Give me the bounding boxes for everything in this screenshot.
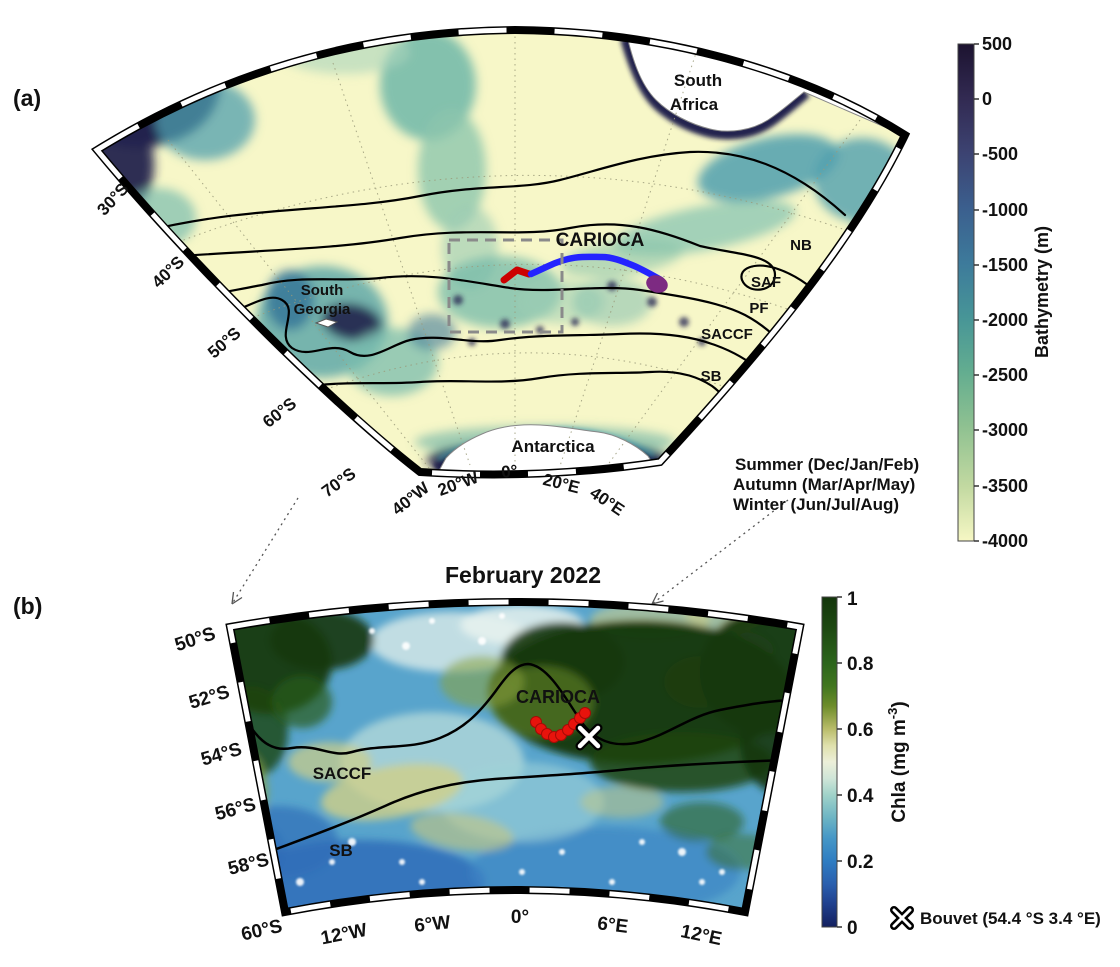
panel-a-frame bbox=[90, 25, 911, 479]
panel-b-map: February 2022 CARIOCA SACCF SB 50°S 52°S… bbox=[172, 562, 805, 950]
front-contours-a bbox=[116, 150, 847, 408]
lon-tick-b-0: 0° bbox=[511, 907, 529, 928]
bathy-tick--2500: -2500 bbox=[982, 365, 1028, 385]
bathy-tick--2000: -2000 bbox=[982, 310, 1028, 330]
front-label-saccf: SACCF bbox=[701, 326, 753, 343]
bathy-tick--1000: -1000 bbox=[982, 200, 1028, 220]
chla-colorbar: 1 0.8 0.6 0.4 0.2 0 Chla (mg m-3) bbox=[821, 589, 910, 939]
chla-tick-08: 0.8 bbox=[847, 654, 873, 675]
lat-tick-b-52s: 52°S bbox=[187, 682, 233, 714]
season-legend: Summer (Dec/Jan/Feb) Autumn (Mar/Apr/May… bbox=[733, 455, 919, 514]
chla-colorbar-title: Chla (mg m-3) bbox=[885, 701, 910, 822]
bathy-tick--1500: -1500 bbox=[982, 255, 1028, 275]
lat-tick-a-70s: 70°S bbox=[318, 464, 359, 501]
carioca-label-a: CARIOCA bbox=[556, 230, 645, 251]
lon-tick-b-12e: 12°E bbox=[679, 921, 724, 950]
panel-a-letter: (a) bbox=[13, 85, 41, 111]
legend-summer: Summer (Dec/Jan/Feb) bbox=[735, 455, 919, 474]
front-contours-b bbox=[230, 662, 800, 856]
trajectory-summer bbox=[500, 266, 533, 284]
bathy-tick--4000: -4000 bbox=[982, 531, 1028, 551]
bouvet-legend-x-icon bbox=[890, 906, 914, 930]
front-label-pf: PF bbox=[749, 300, 768, 317]
front-label-saf: SAF bbox=[751, 274, 781, 291]
lat-tick-b-54s: 54°S bbox=[199, 739, 245, 771]
panel-b-letter: (b) bbox=[13, 593, 42, 619]
south-africa-label-2: Africa bbox=[670, 95, 719, 114]
bouvet-legend: Bouvet (54.4 °S 3.4 °E) bbox=[890, 906, 1101, 930]
lat-tick-b-60s: 60°S bbox=[239, 916, 284, 946]
panel-a-bathymetry bbox=[97, 30, 905, 475]
carioca-trajectory-b bbox=[530, 707, 591, 743]
bathy-tick-0: 0 bbox=[982, 89, 992, 109]
south-georgia-island bbox=[314, 318, 339, 328]
lat-tick-b-50s: 50°S bbox=[172, 623, 218, 656]
south-georgia-label-1: South bbox=[301, 282, 344, 299]
lon-tick-a-0: 0° bbox=[500, 461, 518, 482]
panel-b-chlorophyll bbox=[230, 602, 800, 912]
zoom-connector-arrows bbox=[231, 497, 789, 605]
south-africa-label-1: South bbox=[674, 71, 722, 90]
chla-tick-04: 0.4 bbox=[847, 786, 874, 807]
carioca-trajectory-a bbox=[500, 253, 668, 293]
chla-tick-1: 1 bbox=[847, 589, 858, 610]
bouvet-map-marker-icon bbox=[575, 723, 603, 751]
front-label-nb: NB bbox=[790, 237, 812, 254]
lat-tick-b-58s: 58°S bbox=[226, 849, 271, 879]
lat-tick-a-60s: 60°S bbox=[259, 394, 300, 432]
bathy-tick--3500: -3500 bbox=[982, 476, 1028, 496]
zoom-box bbox=[447, 238, 564, 334]
bathy-tick--500: -500 bbox=[982, 144, 1018, 164]
bouvet-legend-label: Bouvet (54.4 °S 3.4 °E) bbox=[920, 909, 1101, 928]
chla-tick-0: 0 bbox=[847, 918, 858, 939]
panel-a-map: CARIOCA South Georgia South Africa Antar… bbox=[90, 25, 919, 605]
bathy-tick-500: 500 bbox=[982, 34, 1012, 54]
bathymetry-colorbar-title: Bathymetry (m) bbox=[1032, 226, 1052, 358]
panel-b-frame bbox=[225, 598, 805, 917]
carioca-label-b: CARIOCA bbox=[516, 687, 600, 707]
saccf-label-b: SACCF bbox=[313, 764, 372, 783]
trajectory-autumn bbox=[527, 253, 665, 284]
lat-tick-a-40s: 40°S bbox=[148, 252, 188, 291]
panel-b-title: February 2022 bbox=[445, 562, 601, 588]
front-label-sb: SB bbox=[701, 368, 722, 385]
bathymetry-colorbar: 500 0 -500 -1000 -1500 -2000 -2500 -3000… bbox=[957, 34, 1052, 551]
antarctica-label: Antarctica bbox=[511, 437, 595, 456]
lat-tick-b-56s: 56°S bbox=[213, 794, 258, 825]
lon-tick-b-12w: 12°W bbox=[319, 920, 369, 950]
lon-tick-b-6e: 6°E bbox=[596, 913, 629, 938]
chla-tick-06: 0.6 bbox=[847, 720, 873, 741]
chla-tick-02: 0.2 bbox=[847, 852, 873, 873]
lon-tick-a-40w: 40°W bbox=[388, 478, 433, 519]
legend-winter: Winter (Jun/Jul/Aug) bbox=[733, 495, 899, 514]
sb-label-b: SB bbox=[329, 841, 353, 860]
legend-autumn: Autumn (Mar/Apr/May) bbox=[733, 475, 915, 494]
lon-tick-b-6w: 6°W bbox=[413, 912, 451, 937]
lat-tick-a-50s: 50°S bbox=[204, 324, 244, 363]
south-georgia-label-2: Georgia bbox=[294, 301, 351, 318]
bathy-tick--3000: -3000 bbox=[982, 420, 1028, 440]
lon-tick-a-40e: 40°E bbox=[586, 483, 627, 519]
trajectory-winter bbox=[646, 275, 668, 293]
